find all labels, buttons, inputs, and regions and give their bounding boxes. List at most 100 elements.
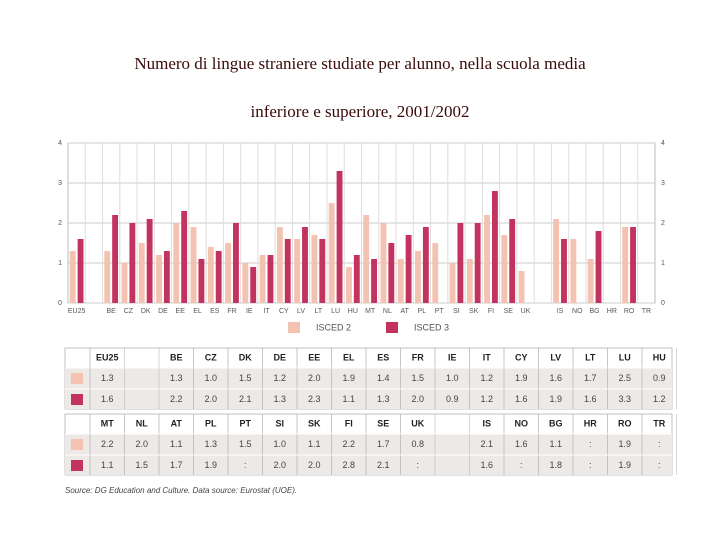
x-tick-label: CY (279, 308, 289, 315)
bar (259, 255, 266, 303)
table-cell: 1.9 (204, 460, 217, 470)
y-tick-label: 0 (58, 300, 62, 307)
legend-swatch (71, 373, 83, 384)
table-cell: 1.5 (411, 373, 424, 383)
table-header: NO (515, 418, 529, 428)
bar (570, 239, 577, 303)
x-tick-label: LT (315, 308, 323, 315)
x-tick-label: HR (607, 308, 617, 315)
table-header: EE (308, 352, 320, 362)
table-cell: : (658, 439, 661, 449)
x-tick-label: IS (557, 308, 564, 315)
bar (484, 215, 490, 303)
x-tick-label: TR (642, 308, 651, 315)
table-cell: 1.1 (170, 439, 183, 449)
table-cell: 1.7 (377, 439, 390, 449)
table-cell: 1.9 (618, 439, 631, 449)
table-cell: : (416, 460, 419, 470)
table-cell: 2.0 (204, 394, 217, 404)
x-tick-label: NL (383, 308, 392, 315)
y2-tick-label: 4 (661, 140, 665, 147)
legend-swatch (71, 394, 83, 405)
x-tick-label: ES (210, 308, 220, 315)
x-tick-label: SI (453, 308, 460, 315)
y2-tick-label: 0 (661, 300, 665, 307)
table-header: ES (377, 352, 389, 362)
table-header: PT (239, 418, 251, 428)
x-tick-label: UK (521, 308, 531, 315)
table-cell: 0.9 (653, 373, 666, 383)
table-header: NL (136, 418, 148, 428)
x-tick-label: EL (193, 308, 202, 315)
bar (69, 251, 76, 303)
bar (405, 235, 412, 303)
table-header: LT (585, 352, 596, 362)
table-cell: : (589, 439, 592, 449)
table-header: IT (483, 352, 492, 362)
legend-swatch (71, 460, 83, 471)
table-cell: 2.1 (239, 394, 252, 404)
bar (250, 267, 257, 303)
legend-swatch (386, 322, 398, 333)
table-header: SK (308, 418, 321, 428)
y2-tick-label: 1 (661, 260, 665, 267)
table-cell: 1.5 (239, 439, 252, 449)
table-header: LV (550, 352, 561, 362)
table-cell: 2.2 (170, 394, 183, 404)
x-tick-label: DE (158, 308, 168, 315)
y-tick-label: 3 (58, 180, 62, 187)
table-cell: : (244, 460, 247, 470)
bar (302, 227, 308, 303)
bar (190, 227, 197, 303)
bar (284, 239, 291, 303)
bar (457, 223, 464, 303)
table-header: IE (448, 352, 457, 362)
x-tick-label: BG (590, 308, 600, 315)
chart-subtitle: inferiore e superiore, 2001/2002 (250, 102, 469, 121)
table-cell: 1.6 (584, 394, 597, 404)
table-header: TR (653, 418, 665, 428)
bar (294, 239, 301, 303)
bar (276, 227, 283, 303)
bar (121, 263, 128, 303)
table-cell: 2.1 (480, 439, 493, 449)
x-tick-label: RO (624, 308, 635, 315)
table-cell: 2.0 (411, 394, 424, 404)
table-cell: 1.2 (480, 373, 493, 383)
table-cell: 1.3 (273, 394, 286, 404)
bar (77, 239, 84, 303)
x-tick-label: HU (348, 308, 358, 315)
table-cell: 1.9 (549, 394, 562, 404)
bar (129, 223, 136, 303)
table-header: FR (412, 352, 424, 362)
x-tick-label: AT (400, 308, 409, 315)
bar (587, 259, 594, 303)
x-tick-label: BE (106, 308, 116, 315)
bar (173, 223, 180, 303)
table-header: DK (239, 352, 252, 362)
bar (509, 219, 516, 303)
table-header: UK (411, 418, 424, 428)
bar (466, 259, 473, 303)
table-cell: 2.2 (342, 439, 355, 449)
table-cell: 3.3 (618, 394, 631, 404)
x-tick-label: EE (176, 308, 186, 315)
bar (215, 251, 222, 303)
table-cell: 1.3 (101, 373, 114, 383)
bar (319, 239, 326, 303)
bar (207, 247, 214, 303)
bar (336, 171, 343, 303)
table-cell: 1.6 (515, 394, 528, 404)
x-tick-label: DK (141, 308, 151, 315)
legend-swatch (288, 322, 300, 333)
x-tick-label: LU (331, 308, 340, 315)
legend-label: ISCED 3 (414, 322, 449, 332)
bar (380, 223, 387, 303)
x-tick-label: SE (504, 308, 514, 315)
table-cell: 2.0 (308, 373, 321, 383)
table-header: LU (619, 352, 631, 362)
bar (104, 251, 111, 303)
bar (328, 203, 335, 303)
table-cell: 1.0 (446, 373, 459, 383)
table-header: SE (377, 418, 389, 428)
